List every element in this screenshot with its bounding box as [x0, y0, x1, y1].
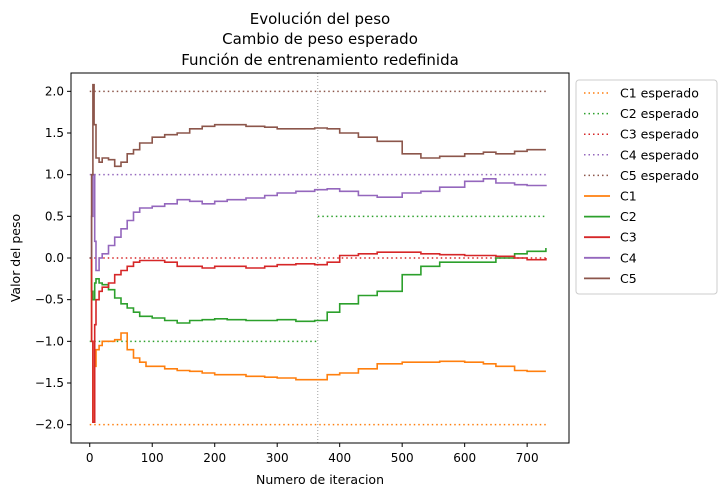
x-tick-label-200: 200 — [203, 451, 226, 465]
series-line-c3 — [89, 251, 547, 423]
y-tick-label-5: 0.5 — [45, 209, 64, 223]
title-line-3: Función de entrenamiento redefinida — [181, 51, 459, 69]
x-tick-label-700: 700 — [516, 451, 539, 465]
x-tick-label-100: 100 — [141, 451, 164, 465]
y-tick-label-1: −1.5 — [35, 376, 64, 390]
y-axis-label: Valor del peso — [8, 214, 23, 302]
y-tick-label-6: 1.0 — [45, 168, 64, 182]
x-axis-label: Numero de iteracion — [256, 472, 384, 487]
series-line-c5 — [89, 83, 546, 259]
x-tick-label-600: 600 — [453, 451, 476, 465]
y-tick-label-4: 0.0 — [45, 251, 64, 265]
title-line-1: Evolución del peso — [250, 10, 391, 28]
x-tick-label-500: 500 — [391, 451, 414, 465]
chart-title: Evolución del peso Cambio de peso espera… — [181, 10, 459, 69]
x-tick-label-0: 0 — [86, 451, 94, 465]
legend-label-c5-esperado: C5 esperado — [620, 168, 699, 183]
series-line-c2 — [89, 248, 547, 324]
plot-area — [89, 73, 547, 443]
x-tick-label-400: 400 — [328, 451, 351, 465]
legend-label-c1: C1 — [620, 189, 637, 204]
legend-label-c4-esperado: C4 esperado — [620, 147, 699, 162]
y-tick-label-2: −1.0 — [35, 334, 64, 348]
legend-label-c5: C5 — [620, 271, 637, 286]
legend-label-c3-esperado: C3 esperado — [620, 127, 699, 142]
title-line-2: Cambio de peso esperado — [222, 30, 418, 48]
x-tick-label-300: 300 — [266, 451, 289, 465]
x-axis-ticks: 0 100 200 300 400 500 600 700 — [86, 443, 539, 465]
legend-frame — [575, 79, 718, 295]
series-line-c1 — [89, 257, 546, 423]
y-tick-label-3: −0.5 — [35, 293, 64, 307]
series-line-c4 — [89, 173, 547, 272]
legend-label-c3: C3 — [620, 230, 637, 245]
y-tick-label-7: 1.5 — [45, 126, 64, 140]
legend-label-c4: C4 — [620, 250, 637, 265]
legend-label-c2-esperado: C2 esperado — [620, 106, 699, 121]
legend: C1 esperado C2 esperado C3 esperado C4 espe… — [575, 79, 718, 295]
y-tick-label-8: 2.0 — [45, 84, 64, 98]
y-tick-label-0: −2.0 — [35, 418, 64, 432]
legend-label-c2: C2 — [620, 209, 637, 224]
y-axis-ticks: −2.0 −1.5 −1.0 −0.5 0.0 0.5 1.0 1.5 2.0 — [35, 84, 71, 432]
legend-label-c1-esperado: C1 esperado — [620, 86, 699, 101]
